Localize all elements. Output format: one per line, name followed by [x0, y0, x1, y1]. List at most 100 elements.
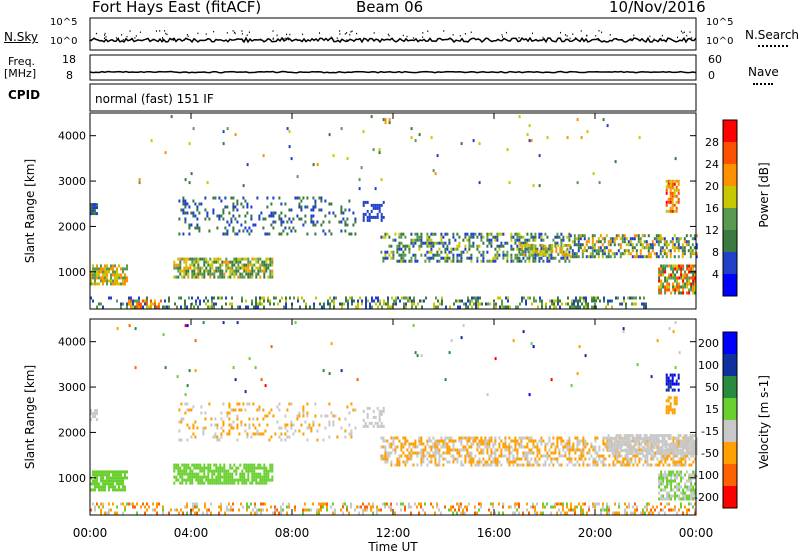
data-cell	[658, 476, 661, 480]
data-cell	[333, 302, 335, 306]
data-cell	[435, 305, 437, 309]
data-cell	[688, 485, 691, 489]
data-cell	[672, 276, 675, 280]
data-cell	[628, 457, 631, 461]
data-cell	[350, 429, 353, 433]
data-cell	[555, 249, 558, 253]
data-cell	[238, 432, 241, 436]
data-cell	[328, 229, 331, 233]
data-cell	[346, 217, 349, 221]
data-cell	[556, 445, 559, 449]
data-cell	[684, 494, 687, 498]
data-cell	[258, 405, 261, 409]
data-cell	[239, 272, 242, 276]
data-cell	[690, 267, 693, 271]
data-cell	[400, 454, 403, 458]
data-cell	[466, 505, 468, 509]
data-cell	[288, 145, 291, 149]
data-cell	[166, 305, 168, 309]
data-cell	[120, 470, 122, 474]
data-cell	[576, 448, 579, 452]
nave-top-tick: 60	[708, 53, 722, 66]
data-cell	[492, 460, 495, 464]
data-cell	[662, 273, 665, 277]
data-cell	[677, 182, 680, 186]
data-cell	[182, 208, 185, 212]
data-cell	[591, 240, 594, 244]
data-cell	[120, 476, 122, 480]
data-cell	[384, 454, 387, 458]
data-cell	[510, 256, 513, 260]
data-cell	[122, 302, 124, 306]
data-cell	[173, 263, 176, 267]
x-tick-label: 00:00	[73, 526, 108, 540]
data-cell	[273, 302, 275, 306]
data-cell	[108, 485, 110, 489]
data-cell	[669, 402, 672, 406]
data-cell	[647, 249, 650, 253]
data-cell	[284, 432, 287, 436]
data-cell	[271, 469, 274, 473]
data-cell	[677, 255, 680, 259]
data-cell	[391, 296, 393, 300]
data-cell	[220, 426, 223, 430]
data-cell	[183, 478, 186, 482]
data-cell	[470, 259, 473, 263]
data-cell	[342, 511, 344, 515]
data-cell	[676, 276, 679, 280]
data-cell	[680, 264, 683, 268]
data-cell	[418, 235, 421, 239]
data-cell	[461, 299, 463, 303]
data-cell	[487, 302, 489, 306]
data-cell	[534, 232, 537, 236]
data-cell	[458, 451, 461, 455]
data-cell	[224, 196, 227, 200]
data-cell	[678, 291, 681, 295]
data-cell	[96, 485, 98, 489]
data-cell	[356, 505, 358, 509]
power-colorbar-frame	[722, 119, 738, 297]
data-cell	[606, 445, 609, 449]
y-tick-label: 1000	[58, 266, 86, 279]
data-cell	[244, 226, 247, 230]
data-cell	[648, 463, 651, 467]
data-cell	[301, 296, 303, 300]
data-cell	[637, 440, 640, 444]
data-cell	[688, 476, 691, 480]
data-cell	[645, 246, 648, 250]
data-cell	[242, 184, 245, 188]
data-cell	[442, 445, 445, 449]
data-cell	[486, 235, 489, 239]
data-cell	[639, 437, 642, 441]
data-cell	[102, 273, 104, 277]
data-cell	[229, 475, 232, 479]
data-cell	[476, 460, 479, 464]
data-cell	[100, 488, 102, 492]
data-cell	[474, 436, 477, 440]
data-cell	[233, 463, 236, 467]
data-cell	[247, 305, 249, 309]
data-cell	[532, 235, 535, 239]
data-cell	[214, 417, 217, 421]
data-cell	[365, 305, 367, 309]
data-cell	[260, 432, 263, 436]
data-cell	[364, 212, 367, 216]
data-cell	[643, 440, 646, 444]
data-cell	[585, 249, 588, 253]
data-cell	[271, 257, 274, 261]
data-cell	[670, 479, 673, 483]
data-cell	[176, 375, 179, 379]
data-cell	[201, 469, 204, 473]
data-cell	[604, 463, 607, 467]
data-cell	[214, 423, 217, 427]
data-cell	[688, 270, 691, 274]
data-cell	[146, 296, 148, 300]
data-cell	[558, 508, 560, 512]
data-cell	[544, 244, 547, 248]
data-cell	[679, 449, 682, 453]
data-cell	[693, 434, 696, 438]
data-cell	[251, 263, 254, 267]
data-cell	[410, 259, 413, 263]
data-cell	[688, 279, 691, 283]
data-cell	[420, 439, 423, 443]
